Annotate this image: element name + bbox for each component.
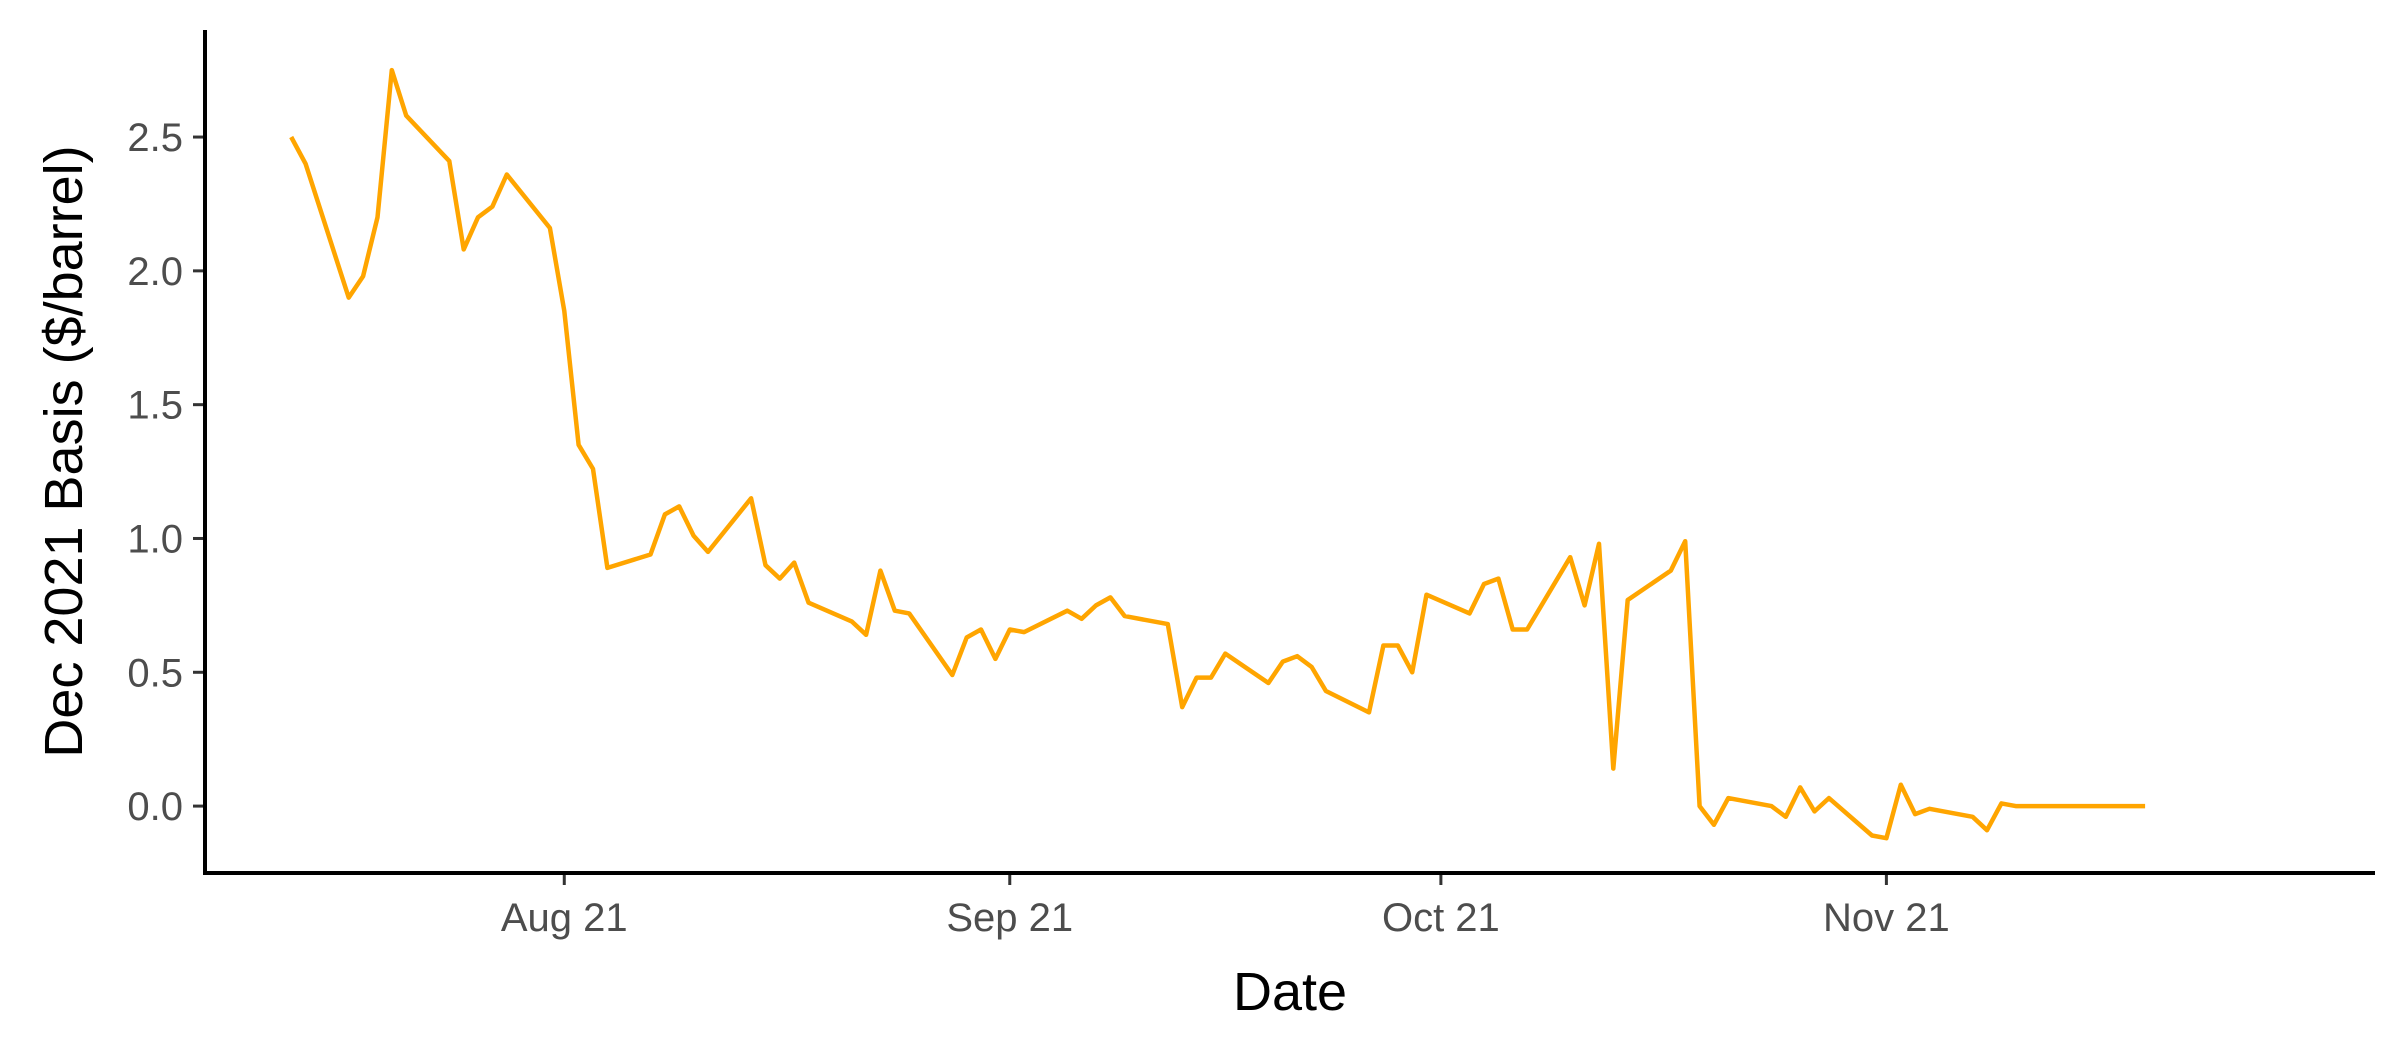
y-axis-title: Dec 2021 Basis ($/barrel)	[34, 145, 94, 757]
y-axis-ticks: 0.0 0.5 1.0 1.5 2.0 2.5	[127, 116, 205, 829]
y-tick-label: 0.5	[127, 651, 183, 695]
series-line	[289, 67, 2146, 841]
x-tick-label: Oct 21	[1382, 896, 1500, 940]
y-tick-label: 1.5	[127, 384, 183, 428]
x-tick-label: Nov 21	[1823, 896, 1950, 940]
y-tick-label: 2.0	[127, 250, 183, 294]
y-tick-label: 2.5	[127, 116, 183, 160]
y-tick-label: 1.0	[127, 517, 183, 561]
x-axis-ticks: Aug 21 Sep 21 Oct 21 Nov 21	[501, 873, 1950, 940]
x-tick-label: Aug 21	[501, 896, 628, 940]
x-axis-title: Date	[1233, 962, 1347, 1022]
x-tick-label: Sep 21	[946, 896, 1073, 940]
y-tick-label: 0.0	[127, 785, 183, 829]
